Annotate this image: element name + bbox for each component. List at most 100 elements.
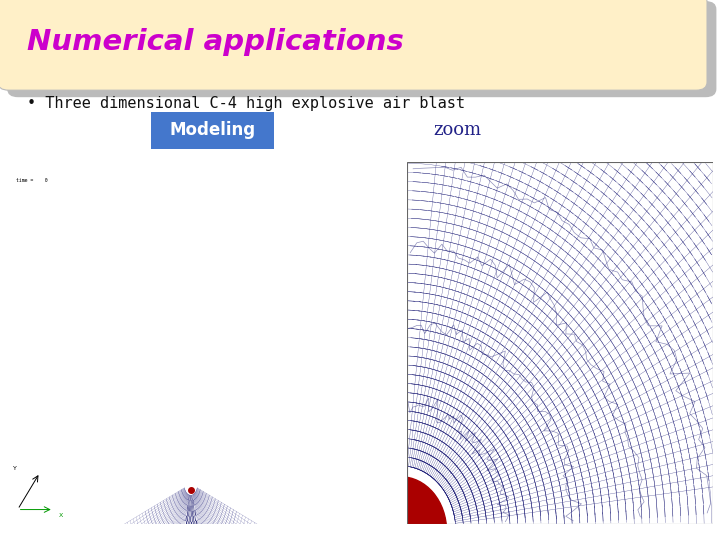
Text: Y: Y [12, 465, 17, 471]
Polygon shape [192, 501, 194, 505]
Polygon shape [195, 516, 197, 521]
Text: time =    0: time = 0 [16, 178, 48, 183]
Polygon shape [184, 531, 185, 537]
Polygon shape [194, 522, 195, 527]
Polygon shape [194, 516, 196, 521]
Polygon shape [190, 532, 192, 538]
Polygon shape [192, 495, 193, 501]
Polygon shape [188, 511, 189, 516]
Polygon shape [194, 505, 195, 511]
Polygon shape [193, 522, 194, 527]
Polygon shape [184, 537, 186, 540]
Polygon shape [196, 526, 197, 532]
Polygon shape [192, 522, 193, 527]
Polygon shape [193, 516, 194, 522]
Polygon shape [188, 532, 189, 538]
Polygon shape [189, 516, 190, 522]
Polygon shape [189, 501, 190, 506]
Wedge shape [400, 477, 446, 531]
Polygon shape [192, 516, 194, 522]
FancyBboxPatch shape [7, 1, 716, 97]
Polygon shape [188, 538, 189, 540]
Polygon shape [190, 517, 192, 522]
Polygon shape [185, 526, 186, 532]
Polygon shape [188, 516, 189, 522]
Text: Modeling: Modeling [169, 121, 256, 139]
Polygon shape [193, 500, 194, 505]
Polygon shape [188, 501, 189, 505]
Polygon shape [187, 527, 189, 532]
Polygon shape [194, 510, 196, 516]
Polygon shape [184, 526, 186, 532]
Polygon shape [194, 537, 195, 540]
Text: • Three dimensional C-4 high explosive air blast: • Three dimensional C-4 high explosive a… [27, 96, 465, 111]
Polygon shape [189, 522, 190, 527]
Polygon shape [189, 517, 191, 522]
Polygon shape [194, 526, 195, 532]
Polygon shape [186, 537, 188, 540]
Bar [407, 493, 433, 524]
Polygon shape [192, 538, 194, 540]
Polygon shape [191, 511, 192, 517]
Polygon shape [195, 526, 197, 532]
Polygon shape [186, 521, 187, 526]
Polygon shape [197, 526, 199, 531]
Polygon shape [193, 511, 194, 516]
Polygon shape [194, 511, 195, 516]
Polygon shape [186, 511, 188, 516]
Polygon shape [191, 517, 192, 522]
Polygon shape [193, 500, 194, 505]
Polygon shape [186, 516, 188, 522]
Polygon shape [194, 521, 196, 526]
Polygon shape [186, 516, 187, 521]
Polygon shape [189, 495, 190, 501]
FancyBboxPatch shape [0, 0, 707, 90]
Polygon shape [190, 527, 192, 532]
Polygon shape [189, 538, 190, 540]
Polygon shape [192, 495, 194, 500]
Polygon shape [189, 511, 190, 517]
Polygon shape [187, 511, 188, 516]
Polygon shape [196, 521, 198, 526]
Polygon shape [184, 532, 186, 537]
Polygon shape [193, 505, 194, 511]
Polygon shape [197, 531, 199, 537]
Polygon shape [185, 521, 186, 526]
Polygon shape [194, 516, 195, 522]
Polygon shape [192, 501, 193, 506]
Polygon shape [183, 537, 184, 540]
Polygon shape [190, 538, 192, 540]
Polygon shape [186, 522, 188, 527]
Polygon shape [187, 516, 189, 522]
Polygon shape [188, 505, 189, 511]
Polygon shape [193, 527, 194, 532]
Polygon shape [189, 532, 190, 538]
Polygon shape [192, 516, 193, 522]
Polygon shape [186, 532, 187, 537]
Polygon shape [194, 532, 195, 538]
Polygon shape [195, 537, 197, 540]
Polygon shape [185, 537, 186, 540]
Polygon shape [196, 537, 198, 540]
Polygon shape [188, 522, 189, 527]
Polygon shape [192, 506, 193, 511]
Polygon shape [195, 532, 197, 537]
Polygon shape [190, 511, 191, 517]
Polygon shape [195, 521, 197, 526]
Polygon shape [192, 505, 194, 511]
Polygon shape [197, 531, 198, 537]
Polygon shape [186, 532, 188, 538]
Polygon shape [192, 527, 194, 532]
Polygon shape [198, 536, 200, 540]
Polygon shape [188, 500, 189, 505]
Polygon shape [189, 506, 190, 511]
Polygon shape [194, 532, 196, 537]
Polygon shape [192, 538, 193, 540]
Polygon shape [188, 505, 189, 511]
Polygon shape [186, 526, 188, 532]
Polygon shape [192, 532, 194, 538]
Text: Numerical applications: Numerical applications [27, 28, 404, 56]
Polygon shape [192, 511, 193, 516]
Polygon shape [187, 505, 188, 511]
Text: X: X [59, 512, 63, 518]
